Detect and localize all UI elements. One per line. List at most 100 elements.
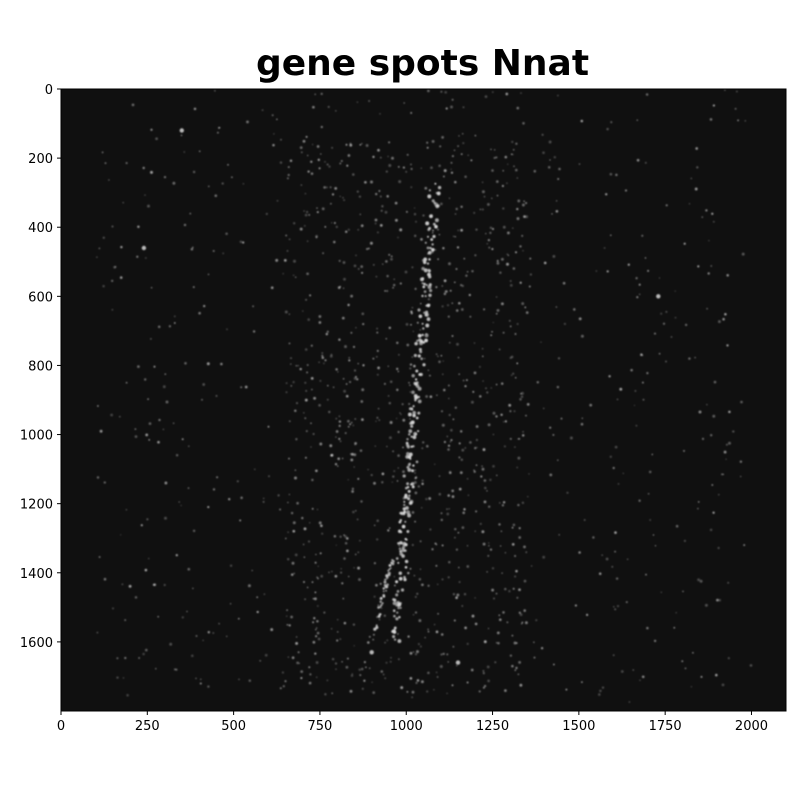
gene-spot	[504, 155, 508, 159]
gene-spot	[144, 568, 148, 572]
gene-spot	[383, 614, 387, 617]
gene-spot	[426, 690, 429, 693]
gene-spot	[373, 595, 376, 598]
gene-spot	[410, 424, 414, 428]
gene-spot	[412, 413, 416, 418]
gene-spot	[299, 146, 303, 150]
gene-spot	[718, 493, 720, 496]
gene-spot	[345, 383, 348, 385]
gene-spot	[239, 240, 243, 244]
gene-spot	[415, 460, 419, 464]
gene-spot	[465, 379, 468, 382]
gene-spot	[558, 167, 561, 171]
gene-spot	[406, 530, 410, 533]
gene-spot	[499, 502, 501, 504]
gene-spot	[229, 603, 232, 605]
gene-spot	[336, 639, 339, 642]
gene-spot	[200, 678, 202, 680]
gene-spot	[406, 690, 409, 693]
gene-spot	[507, 163, 509, 165]
gene-spot	[318, 315, 322, 318]
gene-spot	[431, 229, 435, 232]
gene-spot	[486, 665, 490, 669]
gene-spot	[511, 140, 514, 144]
gene-spot	[315, 553, 317, 556]
gene-spot	[103, 481, 106, 484]
gene-spot	[388, 164, 392, 167]
gene-spot	[417, 399, 422, 404]
gene-spot	[428, 374, 431, 377]
gene-spot	[711, 212, 714, 215]
gene-spot	[287, 656, 290, 658]
gene-spot	[288, 342, 291, 345]
gene-spot	[462, 106, 465, 109]
gene-spot	[498, 523, 501, 526]
gene-spot	[512, 227, 514, 229]
gene-spot	[420, 238, 423, 241]
gene-spot	[216, 131, 219, 134]
gene-spot	[330, 628, 333, 630]
gene-spot	[310, 160, 313, 164]
gene-spot	[452, 593, 456, 596]
gene-spot	[415, 416, 419, 420]
gene-spot	[406, 451, 410, 456]
gene-spot	[292, 381, 295, 384]
gene-spot	[252, 305, 255, 308]
gene-spot	[682, 590, 684, 593]
gene-spot	[359, 213, 361, 216]
gene-spot	[495, 383, 498, 386]
gene-spot	[440, 202, 443, 206]
gene-spot	[343, 534, 345, 536]
gene-spot	[444, 290, 448, 293]
gene-spot	[494, 661, 497, 664]
gene-spot	[328, 165, 331, 168]
gene-spot	[365, 666, 367, 668]
gene-spot	[396, 611, 399, 614]
gene-spot	[288, 238, 291, 241]
gene-spot	[697, 507, 699, 510]
gene-spot	[470, 159, 473, 162]
gene-spot	[399, 542, 403, 545]
gene-spot	[589, 403, 593, 407]
gene-spot	[529, 273, 533, 276]
gene-spot	[421, 266, 425, 271]
gene-spot	[368, 635, 371, 638]
gene-spot	[408, 455, 412, 459]
gene-spot	[709, 528, 713, 532]
gene-spot	[525, 414, 527, 417]
gene-spot	[443, 279, 447, 283]
gene-spot	[351, 421, 353, 424]
gene-spot	[473, 371, 477, 375]
gene-spot	[412, 435, 417, 440]
gene-spot	[403, 577, 407, 582]
gene-spot	[712, 414, 716, 418]
gene-spot	[416, 592, 419, 595]
gene-spot	[517, 456, 521, 460]
gene-spot	[555, 209, 559, 213]
gene-spot	[409, 367, 412, 370]
gene-spot	[386, 195, 389, 198]
gene-spot	[276, 199, 279, 202]
gene-spot	[712, 220, 715, 223]
gene-spot	[515, 142, 518, 145]
gene-spot	[389, 421, 393, 424]
gene-spot	[323, 362, 325, 365]
gene-spot	[398, 180, 402, 184]
gene-spot	[281, 671, 284, 674]
gene-spot	[375, 355, 378, 358]
gene-spot	[256, 610, 259, 614]
gene-spot	[116, 657, 119, 660]
gene-spot	[295, 276, 297, 278]
gene-spot	[157, 615, 159, 618]
gene-spot	[347, 425, 350, 428]
gene-spot	[420, 506, 423, 509]
gene-spot	[438, 233, 441, 236]
gene-spot	[639, 293, 641, 295]
gene-spot	[144, 194, 146, 196]
gene-spot	[381, 472, 385, 476]
gene-spot	[496, 631, 500, 635]
gene-spot	[675, 524, 679, 528]
gene-spot	[276, 118, 278, 121]
gene-spot	[388, 436, 392, 440]
gene-spot	[417, 354, 421, 358]
